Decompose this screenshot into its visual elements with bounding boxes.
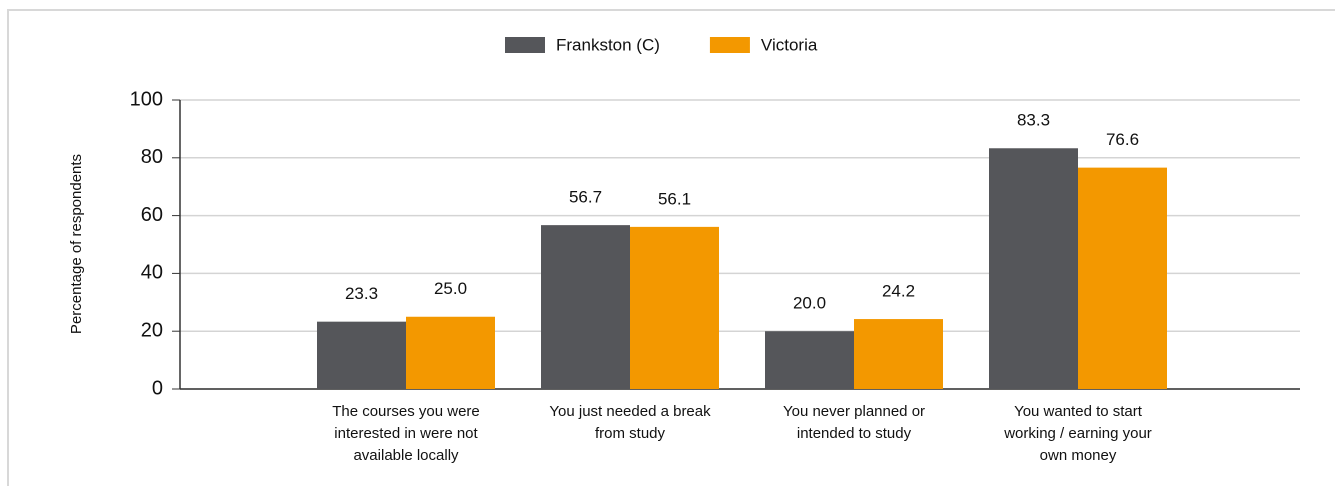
bar bbox=[406, 316, 495, 389]
bar bbox=[317, 321, 406, 389]
x-tick-label: You wanted to start working / earning you… bbox=[1003, 403, 1152, 464]
y-axis-label: Percentage of respondents bbox=[68, 154, 85, 334]
bar bbox=[989, 148, 1078, 389]
data-label: 23.3 bbox=[345, 284, 378, 303]
y-tick-label: 40 bbox=[141, 262, 163, 284]
y-tick-label: 60 bbox=[141, 204, 163, 226]
bar bbox=[541, 225, 630, 389]
x-tick-label: You never planned or intended to study bbox=[783, 403, 925, 442]
x-tick-label: The courses you were interested in were n… bbox=[332, 403, 480, 464]
legend-label: Victoria bbox=[761, 35, 818, 54]
bar bbox=[1078, 167, 1167, 389]
data-label: 56.7 bbox=[569, 188, 602, 207]
legend-swatch bbox=[709, 37, 750, 53]
legend-swatch bbox=[505, 37, 545, 53]
data-label: 24.2 bbox=[882, 282, 915, 301]
legend-label: Frankston (C) bbox=[556, 35, 660, 54]
data-label: 56.1 bbox=[658, 189, 691, 208]
y-tick-label: 20 bbox=[141, 319, 163, 341]
data-label: 83.3 bbox=[1017, 111, 1050, 130]
x-tick-label: You just needed a break from study bbox=[549, 403, 711, 442]
data-label: 20.0 bbox=[793, 294, 826, 313]
y-tick-label: 100 bbox=[130, 88, 163, 110]
data-label: 25.0 bbox=[434, 279, 467, 298]
bar bbox=[765, 331, 854, 389]
bar bbox=[854, 319, 943, 389]
bar bbox=[630, 226, 719, 389]
y-tick-label: 0 bbox=[152, 377, 163, 399]
data-label: 76.6 bbox=[1106, 130, 1139, 149]
frame bbox=[7, 9, 1335, 486]
y-tick-label: 80 bbox=[141, 146, 163, 168]
